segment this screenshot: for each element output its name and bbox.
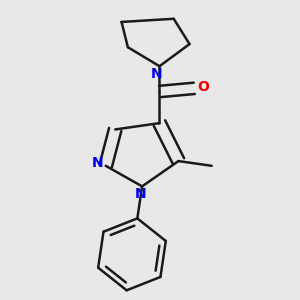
Text: N: N (135, 187, 146, 201)
Text: N: N (92, 156, 103, 170)
Text: N: N (151, 67, 162, 81)
Text: O: O (197, 80, 209, 94)
